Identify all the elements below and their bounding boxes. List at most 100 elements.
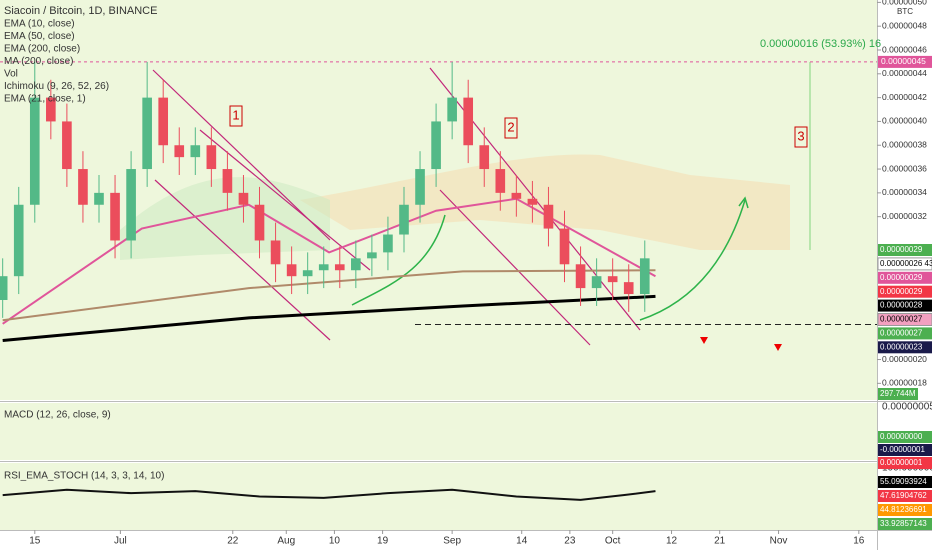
indicator-name: EMA (50, close): [4, 31, 75, 42]
candle-body: [254, 204, 265, 241]
price-tag-bg: [878, 431, 932, 443]
channel-line: [152, 69, 331, 241]
candle-body: [158, 97, 169, 146]
candle-body: [463, 97, 474, 146]
price-tag-bg: [878, 518, 932, 530]
rsi-pane: [0, 463, 877, 530]
currency-label: BTC: [897, 7, 913, 16]
y-tick-label: 0.00000050: [882, 0, 927, 7]
candle-body: [286, 264, 297, 277]
y-tick-label: 0.00000040: [882, 116, 927, 126]
x-tick-label: Jul: [114, 536, 127, 547]
price-tag: 0.00000027: [880, 329, 923, 338]
price-tag: 0.00000029: [880, 245, 923, 254]
x-tick-label: 23: [564, 536, 576, 547]
candle-body: [142, 97, 152, 170]
x-tick-label: Aug: [277, 536, 295, 547]
candle-body: [447, 97, 457, 122]
price-tag-bg: [877, 313, 932, 326]
indicator-name: MA (200, close): [4, 56, 73, 67]
candle-body: [399, 204, 409, 235]
x-tick-label: 10: [329, 536, 341, 547]
y-tick-label: 0.00000034: [882, 187, 927, 197]
y-tick-label: 0.00000020: [882, 354, 927, 364]
price-tag: 0.00000028: [880, 301, 923, 310]
candle-body: [367, 252, 377, 259]
candle-body: [62, 121, 72, 170]
candle-body: [639, 258, 650, 295]
price-tag-bg: [878, 444, 932, 456]
rsi-line: [2, 488, 656, 501]
price-tag: 0.00000027: [880, 315, 923, 324]
volume-tag-bg: [878, 388, 918, 400]
price-tag-bg: [877, 257, 932, 271]
candle-body: [126, 169, 136, 241]
macd-title: MACD (12, 26, close, 9): [4, 410, 111, 421]
candle-body: [270, 240, 281, 265]
price-tag-bg: [878, 271, 932, 284]
x-tick-label: 14: [516, 536, 528, 547]
candle-body: [559, 228, 570, 265]
candle-body: [383, 234, 393, 253]
price-tag-bg: [878, 299, 932, 312]
macd-top-label: 0.00000005: [882, 402, 932, 413]
y-tick-label: 0.00000042: [882, 92, 927, 102]
arrow-head: [738, 196, 749, 209]
ichimoku-cloud: [120, 177, 330, 260]
x-tick-label: 22: [227, 536, 239, 547]
price-tag-bg: [878, 285, 932, 298]
y-tick-label: 0.00000032: [882, 211, 927, 221]
volume-tag: 297.744M: [880, 389, 916, 398]
wave-label: 1: [232, 107, 239, 122]
wave-label: 3: [797, 128, 804, 143]
indicator-name: EMA (10, close): [4, 19, 75, 30]
x-tick-label: Nov: [770, 536, 788, 547]
candle-body: [94, 192, 104, 205]
candle-body: [495, 169, 506, 193]
candle-body: [591, 276, 602, 289]
channel-line: [154, 179, 331, 341]
price-tag-bg: [878, 476, 932, 488]
target-label: 0.00000045: [881, 56, 926, 66]
x-tick-label: 19: [377, 536, 389, 547]
y-tick-label: 0.00000044: [882, 68, 927, 78]
candle-body: [0, 276, 8, 300]
candle-body: [190, 145, 201, 158]
wave-box: [794, 126, 808, 148]
candle-body: [431, 121, 441, 170]
x-tick-label: 16: [853, 536, 865, 547]
candle-body: [415, 169, 425, 205]
wave-box: [504, 117, 518, 139]
y-tick-label: 0.00000038: [882, 139, 927, 149]
projection-arrow: [351, 214, 446, 306]
measure-label: 0.00000016 (53.93%) 16: [760, 38, 881, 50]
candle-body: [607, 276, 618, 283]
target-label-bg: [878, 55, 932, 68]
indicator-line: [2, 294, 656, 342]
chart-title: Siacoin / Bitcoin, 1D, BINANCE: [4, 5, 157, 17]
candle-body: [543, 204, 554, 229]
indicator-name: EMA (21, close, 1): [4, 94, 86, 105]
candle-body: [13, 204, 24, 277]
y-tick-label: 0.00000018: [882, 378, 927, 388]
candle-body: [222, 169, 233, 193]
candle-body: [479, 145, 490, 170]
price-tag: 0.00000026 43:00: [880, 259, 932, 268]
price-tag: 44.81236691: [880, 505, 927, 514]
candle-body: [302, 270, 313, 277]
price-tag: 0.00000023: [880, 342, 923, 351]
price-tag-bg: [878, 244, 932, 256]
price-tag-bg: [878, 490, 932, 502]
candle-body: [623, 282, 634, 295]
price-tag-bg: [878, 341, 932, 354]
y-tick-label: 0.00000046: [882, 44, 927, 54]
x-tick-label: Oct: [605, 536, 621, 547]
price-tag: -0.00000001: [880, 445, 925, 454]
price-tag: 0.00000029: [880, 273, 923, 282]
candle-body: [110, 192, 120, 241]
x-tick-label: 12: [666, 536, 678, 547]
rsi-title: RSI_EMA_STOCH (14, 3, 3, 14, 10): [4, 471, 164, 482]
candle-body: [174, 145, 185, 158]
candle-body: [318, 264, 329, 271]
